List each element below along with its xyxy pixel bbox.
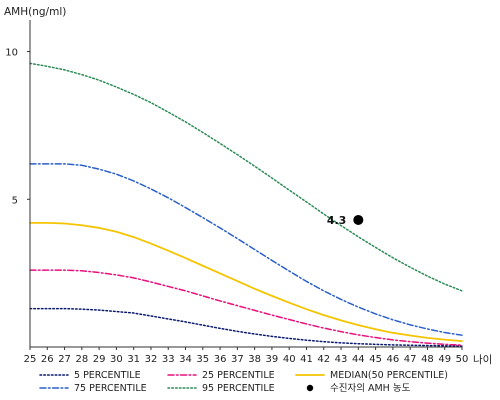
x-tick-label: 36 bbox=[214, 354, 227, 365]
y-axis-title: AMH(ng/ml) bbox=[4, 6, 66, 18]
x-tick-label: 49 bbox=[438, 354, 451, 365]
x-tick-label: 41 bbox=[300, 354, 313, 365]
x-tick-label: 44 bbox=[352, 354, 365, 365]
x-tick-label: 26 bbox=[41, 354, 54, 365]
series-line-median-50-percentile bbox=[29, 222, 463, 342]
legend-label: 수진자의 AMH 농도 bbox=[330, 383, 411, 394]
x-tick-label: 43 bbox=[335, 354, 348, 365]
y-tick-label: 10 bbox=[5, 48, 18, 59]
x-tick-label: 29 bbox=[93, 354, 106, 365]
x-tick-label: 25 bbox=[24, 354, 37, 365]
legend-label: 25 PERCENTILE bbox=[202, 370, 275, 381]
x-tick-label: 33 bbox=[162, 354, 175, 365]
x-tick-label: 40 bbox=[283, 354, 296, 365]
x-tick-label: 27 bbox=[58, 354, 71, 365]
x-tick-label: 32 bbox=[145, 354, 158, 365]
points-layer: 4.3 bbox=[327, 214, 364, 227]
x-tick-label: 47 bbox=[404, 354, 417, 365]
legend-swatch bbox=[306, 384, 314, 392]
x-tick-label: 30 bbox=[110, 354, 123, 365]
x-tick-label: 34 bbox=[179, 354, 192, 365]
x-tick-label: 45 bbox=[369, 354, 382, 365]
x-tick-label: 28 bbox=[75, 354, 88, 365]
x-tick-label: 46 bbox=[387, 354, 400, 365]
legend-label: MEDIAN(50 PERCENTILE) bbox=[330, 370, 448, 381]
series-layer bbox=[29, 62, 463, 347]
x-tick-label: 38 bbox=[248, 354, 261, 365]
axes-layer: AMH(ng/ml) 나이 bbox=[4, 6, 492, 366]
x-tick-label: 35 bbox=[196, 354, 209, 365]
x-tick-label: 50 bbox=[456, 354, 469, 365]
patient-amh-point bbox=[353, 214, 364, 225]
series-line-95-percentile bbox=[29, 62, 463, 292]
x-tick-label: 42 bbox=[317, 354, 330, 365]
patient-amh-value-label: 4.3 bbox=[327, 214, 347, 227]
x-axis-title: 나이 bbox=[473, 354, 492, 366]
x-tick-label: 31 bbox=[127, 354, 140, 365]
legend-label: 5 PERCENTILE bbox=[74, 370, 141, 381]
series-line-75-percentile bbox=[29, 163, 463, 336]
x-tick-label: 37 bbox=[231, 354, 244, 365]
legend: 5 PERCENTILE 25 PERCENTILE MEDIAN(50 PERCE… bbox=[39, 370, 448, 394]
legend-label: 95 PERCENTILE bbox=[202, 383, 275, 394]
series-line-25-percentile bbox=[29, 269, 463, 346]
legend-label: 75 PERCENTILE bbox=[74, 383, 147, 394]
y-tick-label: 5 bbox=[12, 195, 18, 206]
ticks-layer: 25 26 27 28 29 30 31 32 33 34 35 36 37 38 39 40 41 42 43 44… bbox=[5, 48, 468, 365]
x-tick-label: 39 bbox=[266, 354, 279, 365]
series-line-5-percentile bbox=[29, 307, 463, 347]
x-tick-label: 48 bbox=[421, 354, 434, 365]
